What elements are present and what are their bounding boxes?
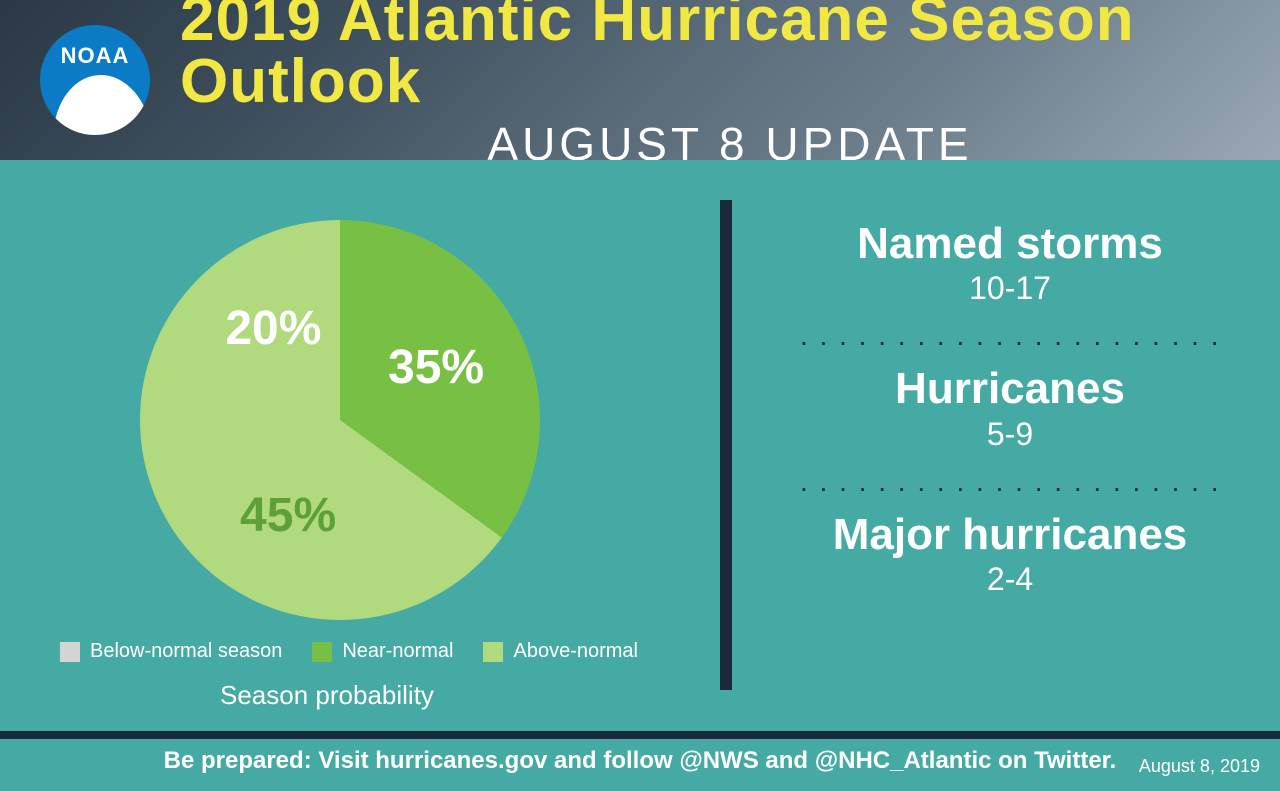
- stat-value-hurricanes: 5-9: [800, 416, 1220, 453]
- title-block: 2019 Atlantic Hurricane Season Outlook A…: [180, 0, 1280, 171]
- footer-text: Be prepared: Visit hurricanes.gov and fo…: [164, 747, 1117, 775]
- pie-slice-label-above-normal: 45%: [240, 488, 336, 543]
- stat-value-major-hurricanes: 2-4: [800, 561, 1220, 598]
- dotted-divider: . . . . . . . . . . . . . . . . . . . . …: [800, 322, 1220, 350]
- pie-chart: 20% 35% 45%: [140, 220, 540, 620]
- stat-value-named-storms: 10-17: [800, 270, 1220, 307]
- logo-text: NOAA: [40, 43, 150, 69]
- legend-item-above-normal: Above-normal: [483, 640, 638, 663]
- footer-date: August 8, 2019: [1139, 756, 1260, 777]
- pie-chart-graphic: [140, 220, 540, 620]
- stat-title-named-storms: Named storms: [800, 220, 1220, 268]
- chart-caption: Season probability: [220, 680, 434, 711]
- stats-panel: Named storms 10-17 . . . . . . . . . . .…: [800, 220, 1220, 613]
- vertical-divider: [720, 200, 732, 690]
- legend-swatch-near-normal: [312, 642, 332, 662]
- header: NOAA 2019 Atlantic Hurricane Season Outl…: [0, 0, 1280, 160]
- pie-slice-label-below-normal: 20%: [225, 301, 321, 356]
- legend-label: Near-normal: [342, 640, 453, 663]
- legend-swatch-below-normal: [60, 642, 80, 662]
- legend-item-near-normal: Near-normal: [312, 640, 453, 663]
- main-title: 2019 Atlantic Hurricane Season Outlook: [180, 0, 1280, 113]
- pie-legend: Below-normal season Near-normal Above-no…: [60, 640, 638, 663]
- legend-swatch-above-normal: [483, 642, 503, 662]
- legend-label: Above-normal: [513, 640, 638, 663]
- footer: Be prepared: Visit hurricanes.gov and fo…: [0, 731, 1280, 791]
- stat-title-major-hurricanes: Major hurricanes: [800, 511, 1220, 559]
- main-content: 20% 35% 45% Below-normal season Near-nor…: [0, 160, 1280, 731]
- legend-item-below-normal: Below-normal season: [60, 640, 282, 663]
- dotted-divider: . . . . . . . . . . . . . . . . . . . . …: [800, 468, 1220, 496]
- stat-title-hurricanes: Hurricanes: [800, 365, 1220, 413]
- pie-slice-label-near-normal: 35%: [388, 340, 484, 395]
- noaa-logo-icon: NOAA: [40, 25, 150, 135]
- legend-label: Below-normal season: [90, 640, 282, 663]
